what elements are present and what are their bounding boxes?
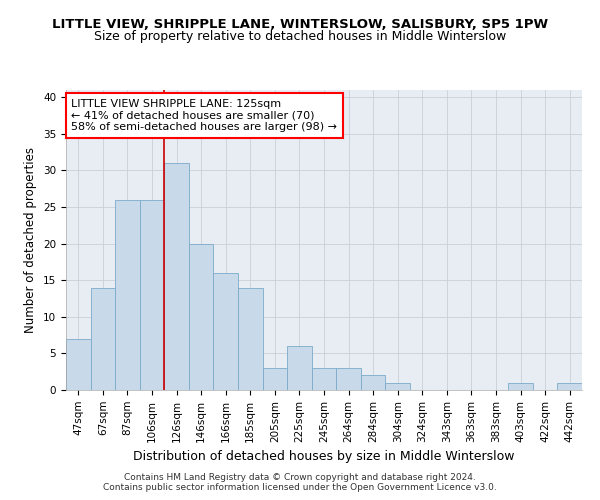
Bar bbox=[66, 339, 91, 390]
X-axis label: Distribution of detached houses by size in Middle Winterslow: Distribution of detached houses by size … bbox=[133, 450, 515, 463]
Text: Size of property relative to detached houses in Middle Winterslow: Size of property relative to detached ho… bbox=[94, 30, 506, 43]
Bar bbox=[189, 244, 214, 390]
Bar bbox=[91, 288, 115, 390]
Bar bbox=[508, 382, 533, 390]
Bar bbox=[557, 382, 582, 390]
Bar bbox=[385, 382, 410, 390]
Bar bbox=[140, 200, 164, 390]
Y-axis label: Number of detached properties: Number of detached properties bbox=[25, 147, 37, 333]
Text: LITTLE VIEW SHRIPPLE LANE: 125sqm
← 41% of detached houses are smaller (70)
58% : LITTLE VIEW SHRIPPLE LANE: 125sqm ← 41% … bbox=[71, 99, 337, 132]
Text: LITTLE VIEW, SHRIPPLE LANE, WINTERSLOW, SALISBURY, SP5 1PW: LITTLE VIEW, SHRIPPLE LANE, WINTERSLOW, … bbox=[52, 18, 548, 30]
Bar bbox=[312, 368, 336, 390]
Bar bbox=[336, 368, 361, 390]
Text: Contains HM Land Registry data © Crown copyright and database right 2024.
Contai: Contains HM Land Registry data © Crown c… bbox=[103, 473, 497, 492]
Bar bbox=[361, 376, 385, 390]
Bar bbox=[263, 368, 287, 390]
Bar bbox=[287, 346, 312, 390]
Bar bbox=[164, 163, 189, 390]
Bar bbox=[115, 200, 140, 390]
Bar bbox=[214, 273, 238, 390]
Bar bbox=[238, 288, 263, 390]
